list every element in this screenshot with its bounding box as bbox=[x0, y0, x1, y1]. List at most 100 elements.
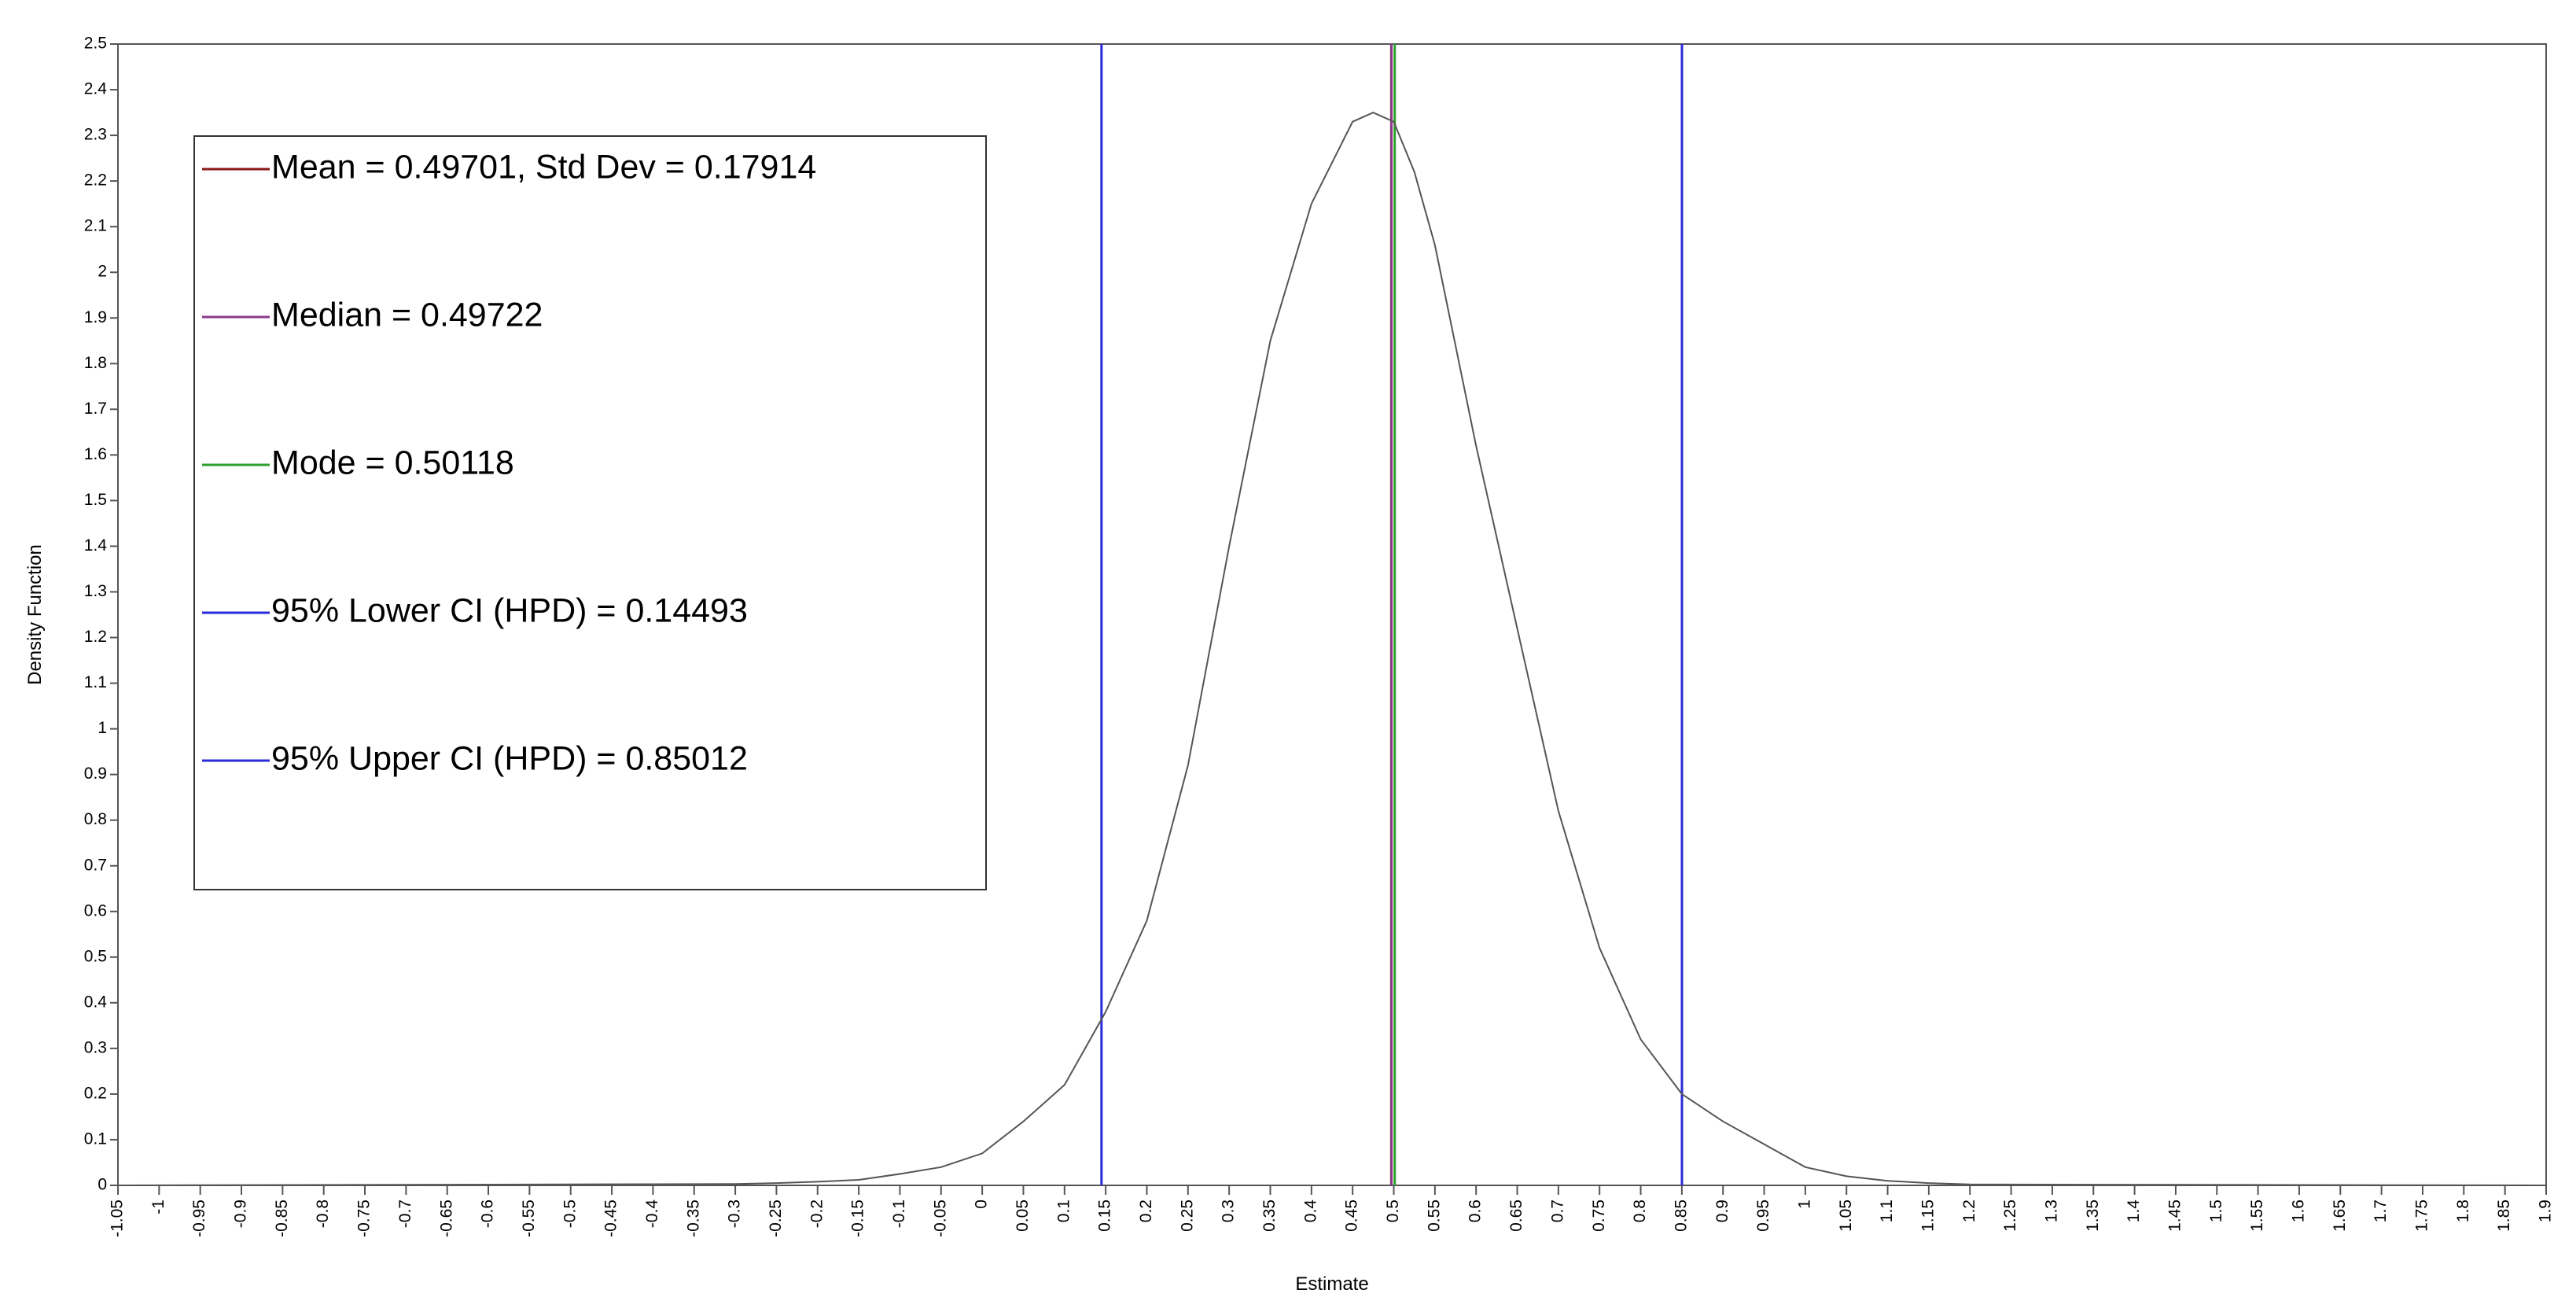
x-tick-label: 0.6 bbox=[1466, 1200, 1485, 1222]
x-tick-label: -0.45 bbox=[602, 1200, 620, 1237]
y-tick-label: 1.1 bbox=[84, 673, 107, 691]
x-tick-label: -0.3 bbox=[726, 1200, 744, 1228]
x-tick-label: 0 bbox=[973, 1200, 991, 1209]
x-tick-label: 0.1 bbox=[1054, 1200, 1073, 1222]
x-tick-label: 0.15 bbox=[1096, 1200, 1114, 1232]
x-tick-label: 1.2 bbox=[1960, 1200, 1978, 1222]
x-tick-label: 0.55 bbox=[1425, 1200, 1443, 1232]
x-tick-label: 0.05 bbox=[1014, 1200, 1032, 1232]
x-tick-label: -0.85 bbox=[273, 1200, 291, 1237]
x-tick-label: -0.2 bbox=[808, 1200, 826, 1228]
x-tick-label: 1.9 bbox=[2537, 1200, 2555, 1222]
x-tick-label: -0.75 bbox=[355, 1200, 374, 1237]
x-tick-label: 0.95 bbox=[1754, 1200, 1772, 1232]
y-tick-label: 0.2 bbox=[84, 1084, 107, 1102]
y-tick-label: 0.4 bbox=[84, 993, 108, 1011]
x-tick-label: 1.8 bbox=[2454, 1200, 2472, 1222]
y-tick-label: 2.4 bbox=[84, 80, 108, 98]
y-tick-label: 2.3 bbox=[84, 126, 107, 144]
x-tick-label: -0.5 bbox=[561, 1200, 579, 1228]
x-tick-label: 1.45 bbox=[2166, 1200, 2184, 1232]
y-tick-label: 0.1 bbox=[84, 1130, 107, 1148]
x-tick-label: -0.15 bbox=[849, 1200, 867, 1237]
x-tick-label: -0.6 bbox=[479, 1200, 497, 1228]
x-tick-label: -0.05 bbox=[931, 1200, 949, 1237]
x-tick-label: 0.85 bbox=[1672, 1200, 1690, 1232]
x-tick-label: 1.35 bbox=[2084, 1200, 2102, 1232]
y-tick-label: 1.7 bbox=[84, 400, 107, 418]
y-tick-label: 1.8 bbox=[84, 354, 107, 372]
y-tick-label: 1.3 bbox=[84, 582, 107, 600]
x-tick-label: -0.95 bbox=[190, 1200, 208, 1237]
x-tick-label: 0.65 bbox=[1507, 1200, 1525, 1232]
y-tick-label: 0.9 bbox=[84, 765, 107, 783]
y-tick-label: 0.8 bbox=[84, 810, 107, 828]
legend-label: Median = 0.49722 bbox=[271, 296, 543, 334]
y-tick-label: 1 bbox=[98, 719, 107, 737]
x-tick-label: -0.65 bbox=[437, 1200, 455, 1237]
x-tick-label: 1.55 bbox=[2248, 1200, 2266, 1232]
y-tick-label: 2.5 bbox=[84, 35, 107, 53]
x-axis-label: Estimate bbox=[1295, 1273, 1368, 1295]
x-tick-label: 0.45 bbox=[1343, 1200, 1361, 1232]
y-tick-label: 1.9 bbox=[84, 308, 107, 326]
x-tick-label: 1.05 bbox=[1837, 1200, 1855, 1232]
x-tick-label: 1.5 bbox=[2207, 1200, 2225, 1222]
y-tick-label: 1.6 bbox=[84, 445, 107, 463]
x-tick-label: 1.3 bbox=[2042, 1200, 2060, 1222]
x-tick-label: -0.8 bbox=[314, 1200, 332, 1228]
x-tick-label: -1.05 bbox=[109, 1200, 127, 1237]
y-tick-label: 1.2 bbox=[84, 628, 107, 646]
x-tick-label: -0.1 bbox=[890, 1200, 908, 1228]
legend-label: Mode = 0.50118 bbox=[271, 444, 514, 481]
legend-label: Mean = 0.49701, Std Dev = 0.17914 bbox=[271, 148, 816, 186]
x-tick-label: 0.4 bbox=[1301, 1200, 1319, 1223]
x-tick-label: 1.85 bbox=[2495, 1200, 2513, 1232]
legend-label: 95% Lower CI (HPD) = 0.14493 bbox=[271, 592, 748, 629]
x-tick-label: 0.35 bbox=[1260, 1200, 1279, 1232]
legend-box bbox=[193, 135, 987, 890]
x-tick-label: -0.55 bbox=[520, 1200, 538, 1237]
y-axis: 0 0.1 0.2 0.3 0.4 0.5 0.6 0.7 0.8 0.9 1 1.1 1.2 1.3 1.… bbox=[84, 35, 118, 1194]
x-tick-label: -1 bbox=[149, 1200, 167, 1214]
x-axis: -1.05 -1 -0.95 -0.9 -0.85 -0.8 -0.75 -0.7 -0.65 -… bbox=[109, 1185, 2555, 1237]
y-tick-label: 0.5 bbox=[84, 947, 107, 965]
density-curve bbox=[117, 112, 2547, 1186]
legend-label: 95% Upper CI (HPD) = 0.85012 bbox=[271, 739, 748, 777]
x-tick-label: -0.4 bbox=[643, 1200, 661, 1229]
y-tick-label: 0 bbox=[98, 1176, 107, 1194]
legend: Mean = 0.49701, Std Dev = 0.17914 Median … bbox=[193, 135, 987, 890]
y-tick-label: 0.7 bbox=[84, 856, 107, 874]
x-tick-label: 0.8 bbox=[1631, 1200, 1649, 1222]
x-tick-label: -0.25 bbox=[767, 1200, 785, 1237]
y-tick-label: 0.6 bbox=[84, 901, 107, 920]
x-tick-label: 0.25 bbox=[1178, 1200, 1196, 1232]
y-tick-label: 2.2 bbox=[84, 171, 107, 190]
y-tick-label: 0.3 bbox=[84, 1038, 107, 1056]
y-tick-label: 1.5 bbox=[84, 491, 107, 509]
x-tick-label: -0.35 bbox=[684, 1200, 702, 1237]
y-tick-label: 2.1 bbox=[84, 217, 107, 235]
x-tick-label: -0.7 bbox=[396, 1200, 414, 1228]
x-tick-label: 1.25 bbox=[2001, 1200, 2019, 1232]
x-tick-label: 0.7 bbox=[1548, 1200, 1566, 1222]
y-tick-label: 2 bbox=[98, 263, 107, 281]
x-tick-label: 1.65 bbox=[2331, 1200, 2349, 1232]
x-tick-label: 0.2 bbox=[1137, 1200, 1155, 1222]
x-tick-label: 1.75 bbox=[2413, 1200, 2431, 1232]
x-tick-label: -0.9 bbox=[232, 1200, 250, 1228]
x-tick-label: 0.3 bbox=[1220, 1200, 1238, 1222]
x-tick-label: 1.1 bbox=[1878, 1200, 1896, 1222]
y-axis-label: Density Function bbox=[24, 544, 46, 685]
x-tick-label: 0.75 bbox=[1590, 1200, 1608, 1232]
x-tick-label: 1.6 bbox=[2290, 1200, 2308, 1222]
reference-lines bbox=[1100, 44, 1684, 1185]
x-tick-label: 1.4 bbox=[2125, 1200, 2143, 1223]
x-tick-label: 1.7 bbox=[2372, 1200, 2390, 1222]
x-tick-label: 0.5 bbox=[1384, 1200, 1402, 1222]
y-tick-label: 1.4 bbox=[84, 536, 108, 555]
plot-frame bbox=[117, 43, 2547, 1186]
x-tick-label: 1 bbox=[1795, 1200, 1813, 1209]
x-tick-label: 1.15 bbox=[1919, 1200, 1937, 1232]
